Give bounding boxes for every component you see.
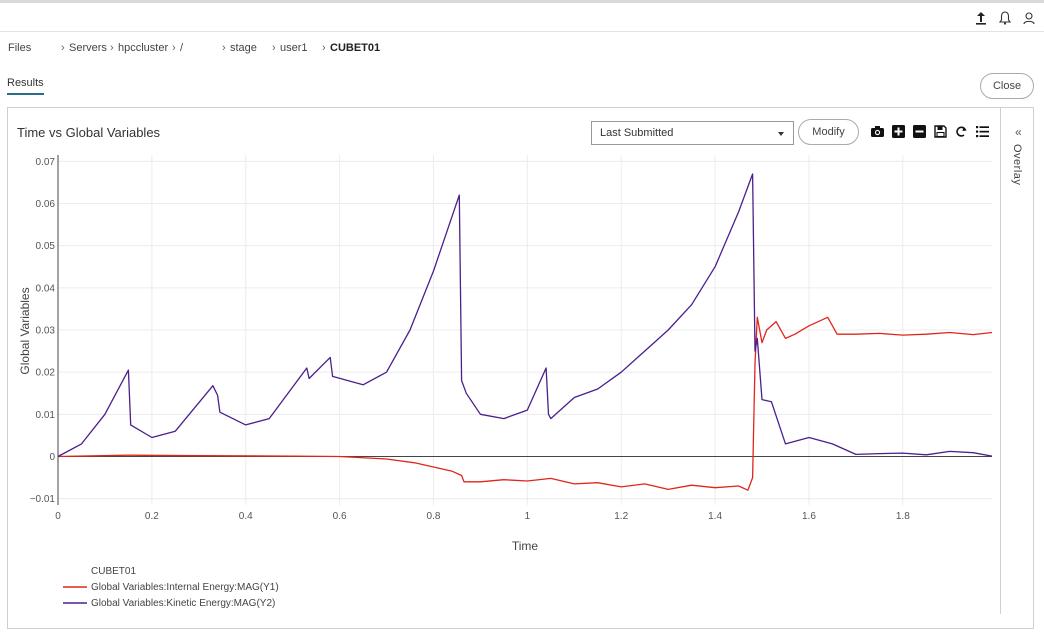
breadcrumb-separator: ›	[272, 42, 276, 54]
series-line-1	[57, 316, 993, 491]
upload-icon[interactable]	[974, 10, 988, 26]
y-tick-label: 0.01	[36, 410, 56, 421]
grid-lines	[58, 155, 992, 505]
list-icon[interactable]	[975, 124, 990, 139]
breadcrumb-separator: ›	[110, 42, 114, 54]
legend-item-y2[interactable]: Global Variables:Kinetic Energy:MAG(Y2)	[91, 598, 275, 609]
x-tick-label: 0.4	[239, 511, 253, 522]
x-tick-label: 1.4	[708, 511, 722, 522]
breadcrumb-current: CUBET01	[330, 42, 381, 54]
x-tick-label: 1.8	[896, 511, 910, 522]
submission-select-value: Last Submitted	[600, 127, 674, 139]
zoom-out-icon[interactable]	[912, 124, 927, 139]
zoom-in-icon[interactable]	[891, 124, 906, 139]
breadcrumb-stage[interactable]: stage	[230, 42, 257, 54]
x-tick-label: 1	[525, 511, 531, 522]
chart-panel: Time vs Global Variables Last Submitted …	[7, 107, 1034, 629]
y-tick-label: −0.01	[30, 494, 56, 505]
x-tick-label: 0.2	[145, 511, 159, 522]
x-tick-label: 1.2	[614, 511, 628, 522]
top-bar	[0, 0, 1044, 32]
breadcrumb-servers[interactable]: Servers	[69, 42, 107, 54]
breadcrumb-separator: ›	[322, 42, 326, 54]
submission-select[interactable]: Last Submitted	[591, 121, 794, 145]
chart-title: Time vs Global Variables	[17, 125, 161, 140]
x-tick-label: 0.6	[333, 511, 347, 522]
y-tick-label: 0.05	[36, 241, 56, 252]
reset-icon[interactable]	[954, 124, 969, 139]
close-button[interactable]: Close	[980, 73, 1034, 99]
breadcrumb-root[interactable]: /	[180, 42, 184, 54]
save-icon[interactable]	[933, 124, 948, 139]
x-tick-label: 0.8	[427, 511, 441, 522]
x-tick-labels: 0 0.2 0.4 0.6 0.8 1 1.2 1.4 1.6 1.8	[55, 511, 910, 522]
overlay-label: Overlay	[1011, 144, 1023, 186]
modify-button[interactable]: Modify	[798, 119, 859, 145]
x-tick-label: 1.6	[802, 511, 816, 522]
breadcrumb-separator: ›	[222, 42, 226, 54]
x-tick-label: 0	[55, 511, 61, 522]
y-tick-labels: 0.07 0.06 0.05 0.04 0.03 0.02 0.01 0 −0.01	[30, 157, 56, 505]
series-lines	[57, 173, 993, 491]
x-axis-label: Time	[512, 539, 539, 553]
legend-item-y1[interactable]: Global Variables:Internal Energy:MAG(Y1)	[91, 582, 279, 593]
breadcrumb-files[interactable]: Files	[8, 42, 32, 54]
y-tick-label: 0.03	[36, 326, 56, 337]
chevron-down-icon	[778, 132, 784, 136]
tab-results[interactable]: Results	[7, 77, 44, 95]
camera-icon[interactable]	[870, 124, 885, 139]
top-icons	[974, 10, 1036, 26]
y-tick-label: 0	[49, 452, 55, 463]
bell-icon[interactable]	[998, 10, 1012, 26]
y-axis-label: Global Variables	[18, 287, 32, 374]
overlay-panel[interactable]: « Overlay	[1000, 108, 1034, 614]
y-tick-label: 0.04	[36, 283, 56, 294]
breadcrumb-separator: ›	[61, 42, 65, 54]
y-tick-label: 0.02	[36, 368, 56, 379]
collapse-chevron-icon[interactable]: «	[1015, 125, 1022, 139]
y-tick-label: 0.06	[36, 199, 56, 210]
user-icon[interactable]	[1022, 10, 1036, 26]
series-line-2	[57, 173, 993, 458]
legend-title: CUBET01	[91, 566, 136, 577]
y-tick-label: 0.07	[36, 157, 56, 168]
legend: CUBET01 Global Variables:Internal Energy…	[63, 566, 279, 609]
breadcrumb-separator: ›	[172, 42, 176, 54]
plot-toolbar	[870, 124, 990, 139]
breadcrumb-user1[interactable]: user1	[280, 42, 308, 54]
breadcrumb-hpccluster[interactable]: hpccluster	[118, 42, 169, 54]
